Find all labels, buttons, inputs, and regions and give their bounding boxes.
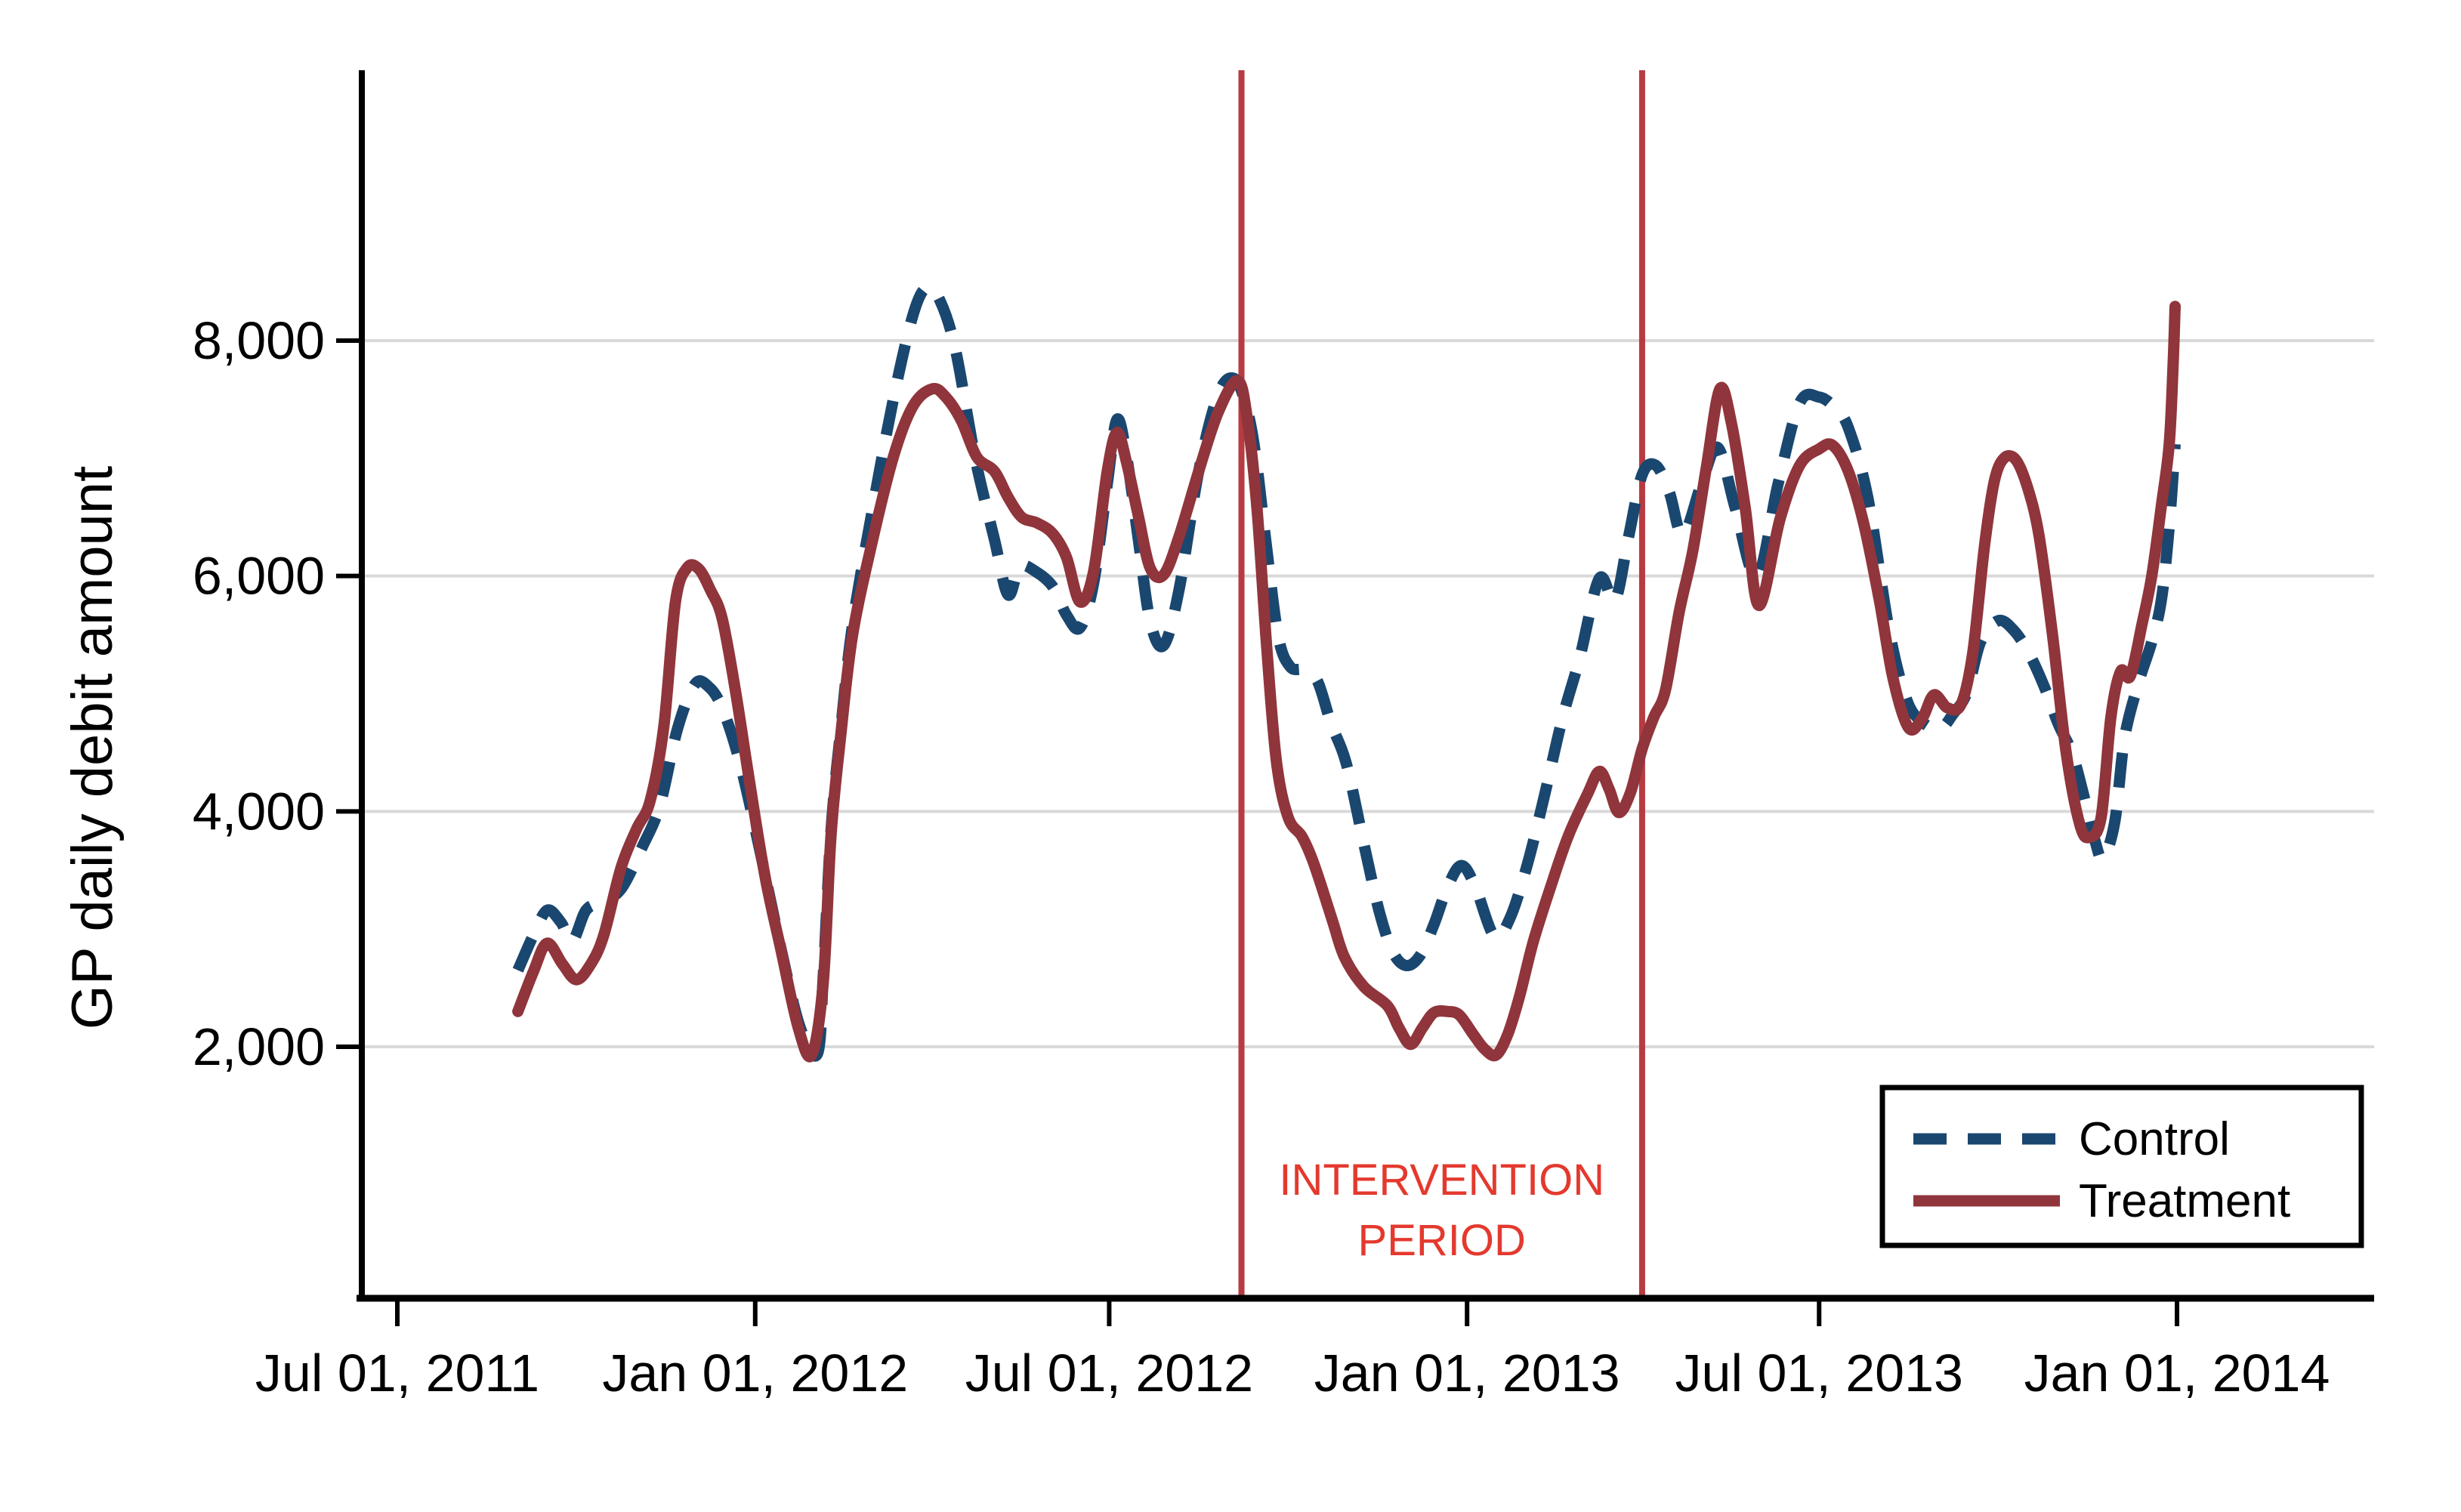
- legend-box: [1879, 1085, 2364, 1248]
- x-tick-label: Jan 01, 2014: [2024, 1344, 2330, 1402]
- x-tick-label: Jul 01, 2013: [1675, 1344, 1963, 1402]
- legend-control-label: Control: [2079, 1113, 2230, 1165]
- y-tick-label: 8,000: [193, 311, 325, 370]
- x-tick-label: Jan 01, 2013: [1314, 1344, 1620, 1402]
- intervention-label-line1: INTERVENTION: [1279, 1156, 1604, 1205]
- x-tick-label: Jul 01, 2011: [255, 1344, 539, 1402]
- y-tick-label: 6,000: [193, 547, 325, 606]
- y-axis-title: GP daily debit amount: [60, 466, 125, 1029]
- treatment-line: [512, 301, 2181, 1063]
- x-axis-ticks: Jul 01, 2011 Jan 01, 2012 Jul 01, 2012 Jan …: [255, 1298, 2330, 1402]
- y-tick-label: 4,000: [193, 782, 325, 841]
- intervention-lines: [1238, 70, 1645, 1297]
- y-tick-label: 2,000: [193, 1017, 325, 1076]
- intervention-label-line2: PERIOD: [1358, 1216, 1526, 1265]
- x-tick-label: Jul 01, 2012: [965, 1344, 1253, 1402]
- y-axis-ticks: 2,000 4,000 6,000 8,000: [193, 311, 362, 1076]
- legend-treatment-label: Treatment: [2079, 1175, 2290, 1227]
- legend: Control Treatment: [1879, 1085, 2364, 1248]
- x-tick-label: Jan 01, 2012: [602, 1344, 908, 1402]
